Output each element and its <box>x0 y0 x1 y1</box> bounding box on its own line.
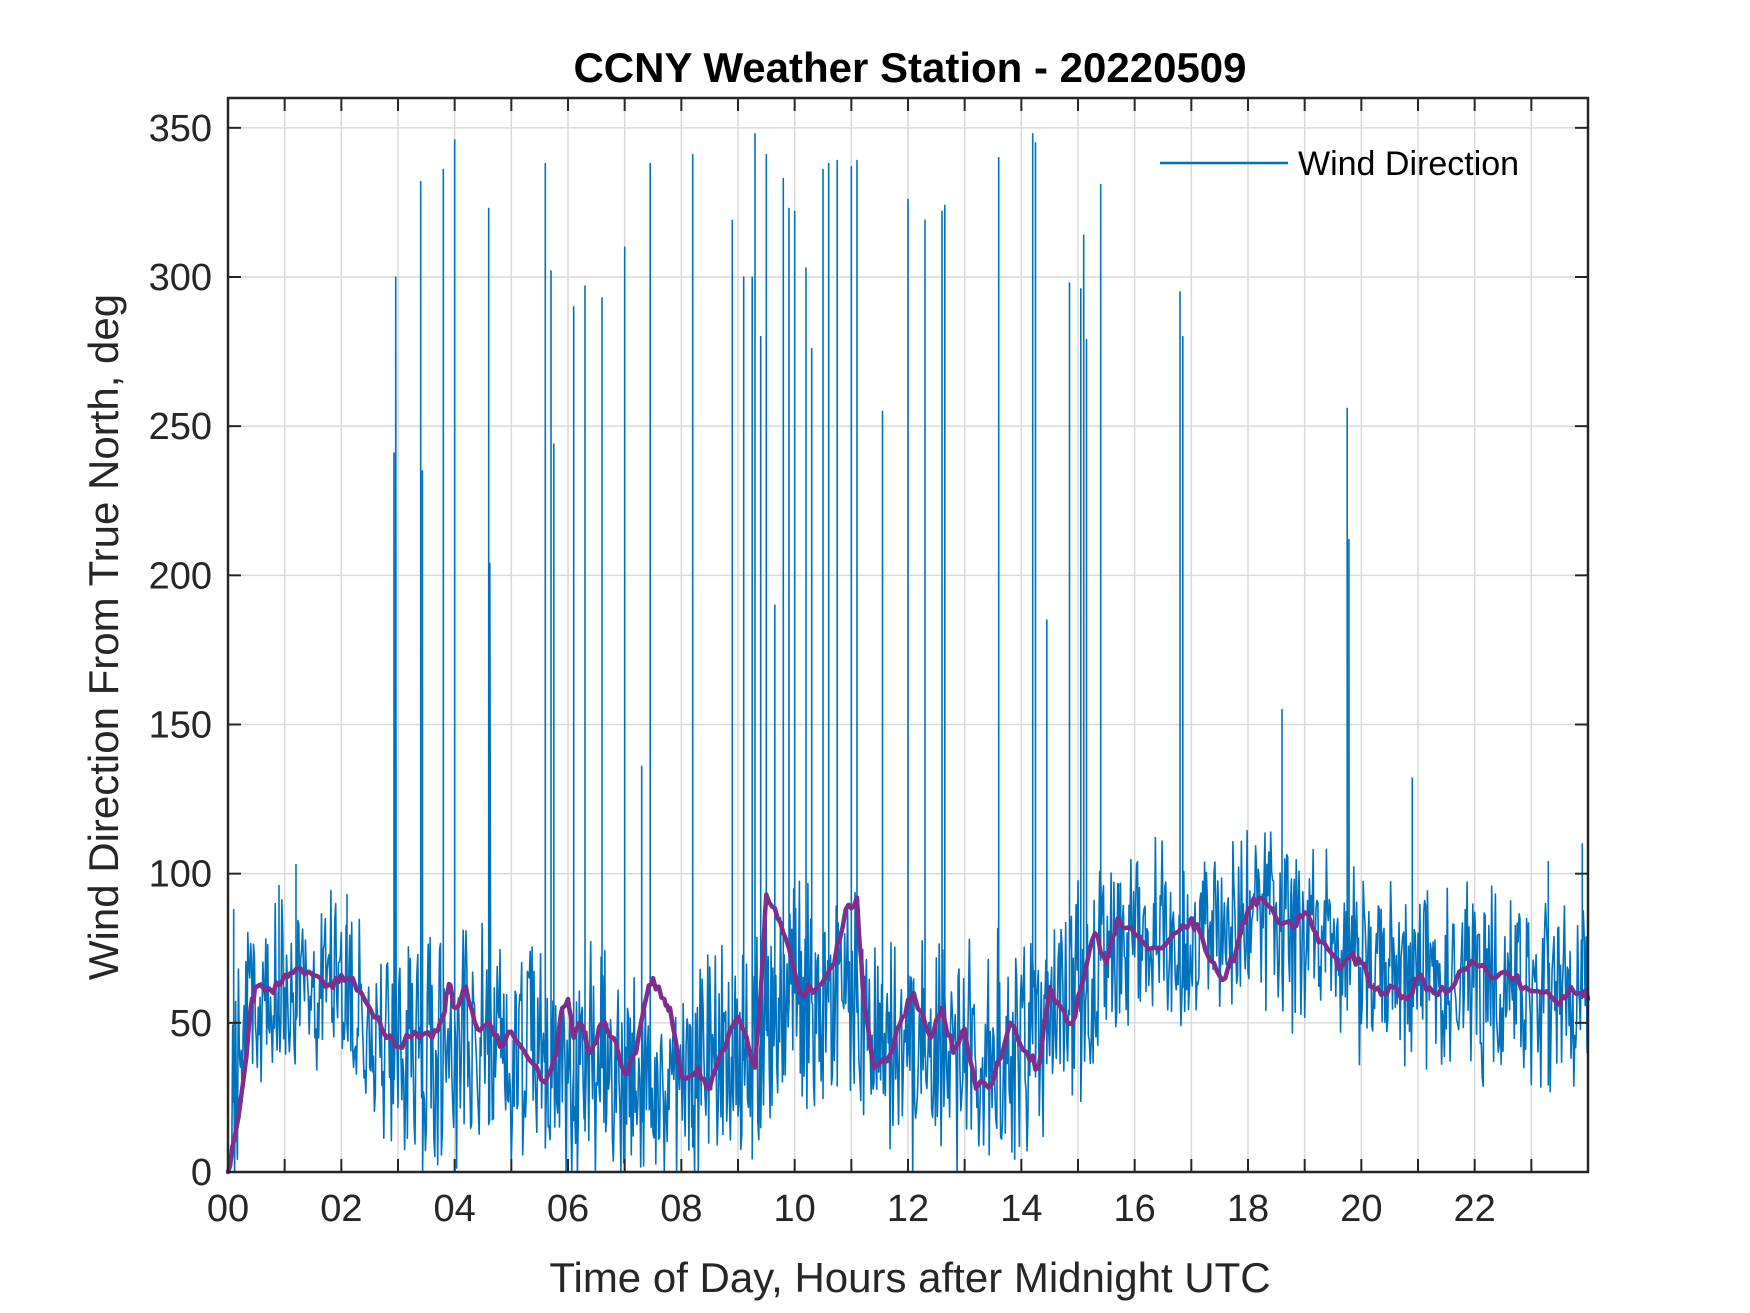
x-tick-label: 16 <box>1114 1188 1156 1230</box>
x-tick-label: 20 <box>1340 1188 1382 1230</box>
legend-label-wind-direction: Wind Direction <box>1298 145 1519 183</box>
moving-average-line <box>225 892 1591 1175</box>
plot-series <box>225 133 1591 1175</box>
chart-title: CCNY Weather Station - 20220509 <box>573 44 1246 91</box>
y-tick-label: 300 <box>149 257 212 299</box>
wind-direction-line <box>228 133 1588 1173</box>
y-tick-label: 200 <box>149 555 212 597</box>
x-tick-label: 22 <box>1454 1188 1496 1230</box>
x-tick-label: 04 <box>434 1188 476 1230</box>
y-tick-labels: 0 50 100 150 200 250 300 350 <box>149 108 212 1194</box>
legend: Wind Direction <box>1160 145 1519 183</box>
x-tick-label: 12 <box>887 1188 929 1230</box>
y-axis-label: Wind Direction From True North, deg <box>80 294 127 980</box>
x-tick-label: 00 <box>207 1188 249 1230</box>
axis-ticks <box>227 98 1588 1173</box>
y-tick-label: 0 <box>191 1152 212 1194</box>
y-tick-label: 350 <box>149 108 212 150</box>
x-tick-label: 06 <box>547 1188 589 1230</box>
x-axis-label: Time of Day, Hours after Midnight UTC <box>549 1254 1270 1301</box>
x-tick-labels: 00 02 04 06 08 10 12 14 16 18 20 22 <box>207 1188 1496 1230</box>
y-tick-label: 250 <box>149 406 212 448</box>
y-tick-label: 50 <box>170 1003 212 1045</box>
x-tick-label: 08 <box>660 1188 702 1230</box>
y-tick-label: 100 <box>149 854 212 896</box>
y-tick-label: 150 <box>149 705 212 747</box>
x-tick-label: 18 <box>1227 1188 1269 1230</box>
x-tick-label: 10 <box>774 1188 816 1230</box>
x-tick-label: 02 <box>320 1188 362 1230</box>
x-tick-label: 14 <box>1000 1188 1042 1230</box>
